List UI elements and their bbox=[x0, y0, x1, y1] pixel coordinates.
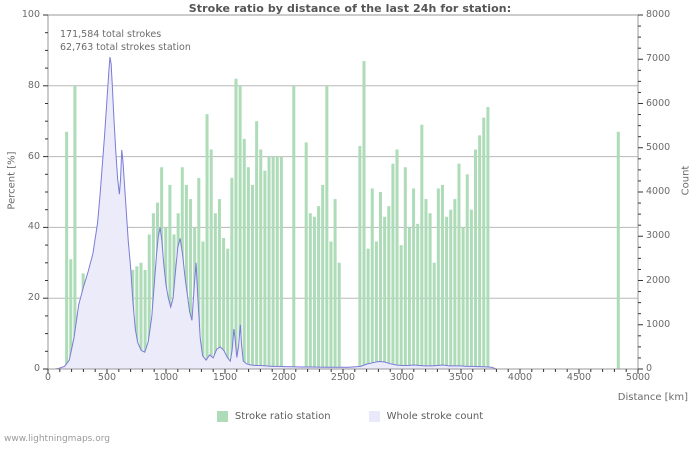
y-right-tick-0: 0 bbox=[646, 363, 653, 374]
y-right-tick-4000: 4000 bbox=[646, 186, 671, 197]
x-tick-1000: 1000 bbox=[153, 372, 179, 383]
y-right-tick-2000: 2000 bbox=[646, 274, 671, 286]
y-right-tick-5000: 5000 bbox=[646, 141, 671, 153]
x-tick-3000: 3000 bbox=[389, 372, 415, 383]
y-left-tick-100: 100 bbox=[21, 9, 40, 20]
x-tick-0: 0 bbox=[44, 372, 52, 383]
annotation-total-strokes: 171,584 total strokes bbox=[60, 29, 162, 40]
y-right-tick-3000: 3000 bbox=[646, 230, 671, 242]
legend-label-whole-stroke-count: Whole stroke count bbox=[386, 411, 484, 422]
y-left-tick-80: 80 bbox=[27, 79, 40, 91]
annotation-total-strokes-station: 62,763 total strokes station bbox=[60, 42, 191, 53]
legend-swatch-stroke-ratio-station bbox=[216, 411, 228, 422]
x-tick-500: 500 bbox=[97, 372, 117, 383]
y-left-tick-0: 0 bbox=[33, 363, 40, 374]
y-left-tick-40: 40 bbox=[27, 221, 40, 233]
page-title: Stroke ratio by distance of the last 24h… bbox=[188, 2, 512, 15]
legend-label-stroke-ratio-station: Stroke ratio station bbox=[234, 411, 331, 422]
legend-item-whole-stroke-count: Whole stroke count bbox=[368, 411, 484, 422]
y-right-tick-8000: 8000 bbox=[646, 9, 671, 20]
legend-item-stroke-ratio-station: Stroke ratio station bbox=[216, 411, 331, 422]
x-axis-label: Distance [km] bbox=[617, 392, 688, 403]
x-tick-4000: 4000 bbox=[507, 372, 533, 383]
x-tick-3500: 3500 bbox=[448, 372, 474, 383]
x-tick-2000: 2000 bbox=[271, 372, 297, 383]
y-right-tick-7000: 7000 bbox=[646, 53, 671, 65]
y-left-tick-60: 60 bbox=[27, 150, 40, 162]
x-tick-5000: 5000 bbox=[625, 372, 651, 383]
y-right-tick-6000: 6000 bbox=[646, 97, 671, 109]
y-right-tick-1000: 1000 bbox=[646, 318, 671, 330]
y-axis-right-label: Count bbox=[680, 165, 692, 196]
legend-swatch-whole-stroke-count bbox=[368, 411, 380, 422]
y-left-tick-20: 20 bbox=[27, 292, 40, 304]
x-tick-4500: 4500 bbox=[566, 372, 592, 383]
chart-legend: Stroke ratio station Whole stroke count bbox=[0, 411, 700, 422]
chart-plot-area bbox=[43, 14, 643, 374]
x-tick-1500: 1500 bbox=[212, 372, 238, 383]
footer-url: www.lightningmaps.org bbox=[4, 434, 110, 444]
x-tick-2500: 2500 bbox=[330, 372, 356, 383]
